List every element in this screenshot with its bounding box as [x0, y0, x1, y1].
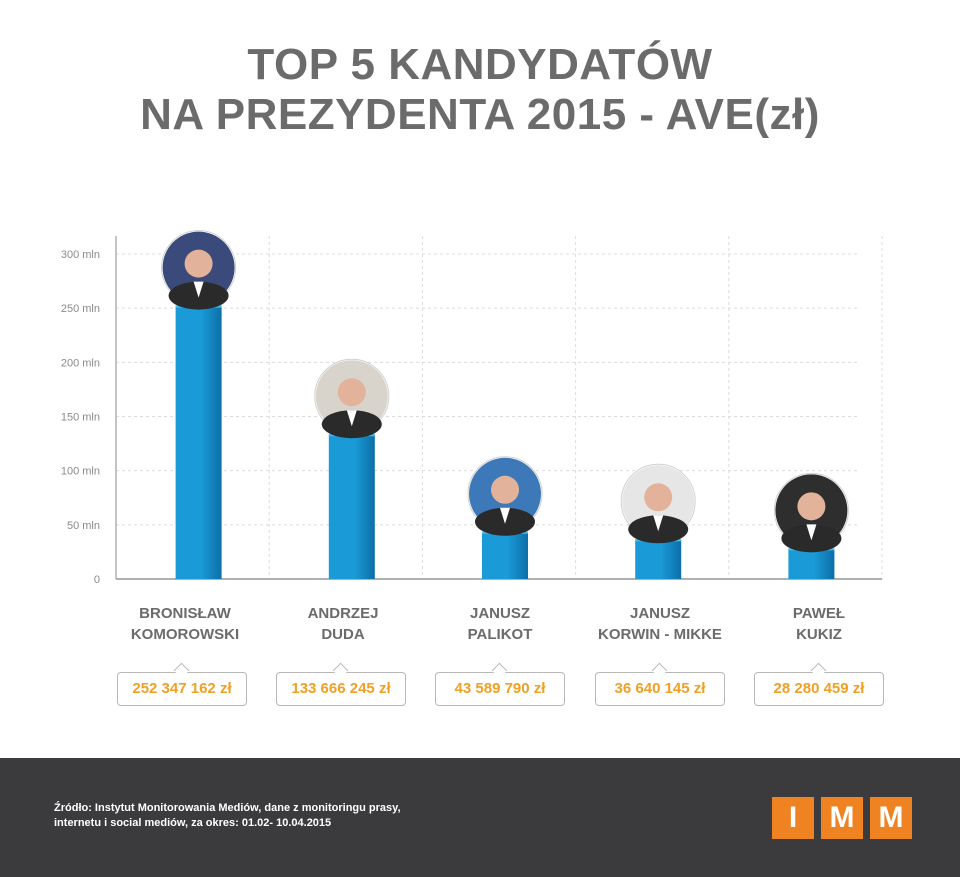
chart-title: TOP 5 KANDYDATÓW NA PREZYDENTA 2015 - AV… — [0, 40, 960, 140]
value-label: 252 347 162 zł — [117, 662, 247, 706]
portrait-face — [797, 492, 826, 521]
y-tick-label: 100 mln — [61, 466, 100, 478]
portrait-face — [644, 483, 673, 512]
y-tick-label: 300 mln — [61, 249, 100, 261]
logo-letter: M — [821, 797, 863, 839]
name-line-1: PAWEŁ — [792, 605, 846, 622]
name-label: JANUSZ KORWIN - MIKKE — [580, 603, 740, 645]
portrait-face — [491, 475, 519, 504]
value-label: 28 280 459 zł — [754, 662, 884, 706]
value-text: 28 280 459 zł — [773, 680, 865, 697]
value-label: 133 666 245 zł — [276, 662, 406, 706]
y-tick-label: 50 mln — [67, 520, 100, 532]
footer: Źródło: Instytut Monitorowania Mediów, d… — [0, 758, 960, 877]
name-line-2: DUDA — [321, 626, 365, 643]
value-text: 43 589 790 zł — [454, 680, 546, 697]
bar-chart: 0 50 mln 100 mln 150 mln 200 mln 250 mln 300 m… — [61, 230, 883, 586]
portrait-shirt — [346, 410, 357, 427]
name-line-2: KORWIN - MIKKE — [598, 626, 722, 643]
bar — [175, 305, 222, 579]
name-label: ANDRZEJ DUDA — [263, 603, 423, 645]
bar — [788, 548, 835, 579]
name-line-1: JANUSZ — [469, 605, 530, 622]
portrait-face — [337, 378, 366, 407]
y-tick-label: 250 mln — [61, 303, 100, 315]
source-line-2: internetu i social mediów, za okres: 01.… — [54, 817, 332, 829]
name-line-2: PALIKOT — [467, 626, 533, 643]
title-line-1: TOP 5 KANDYDATÓW — [247, 40, 713, 89]
name-label: PAWEŁ KUKIZ — [739, 603, 899, 645]
value-text: 133 666 245 zł — [291, 680, 391, 697]
name-label: JANUSZ PALIKOT — [420, 603, 580, 645]
logo-letter: I — [772, 797, 814, 839]
name-line-2: KUKIZ — [796, 626, 842, 643]
y-tick-label: 150 mln — [61, 412, 100, 424]
name-line-1: JANUSZ — [629, 605, 690, 622]
bar — [482, 531, 528, 579]
value-text: 36 640 145 zł — [614, 680, 706, 697]
value-label: 43 589 790 zł — [435, 662, 565, 706]
bar — [328, 434, 375, 579]
y-tick-label: 200 mln — [61, 357, 100, 369]
name-label: BRONISŁAW KOMOROWSKI — [105, 603, 265, 645]
portrait-shirt — [500, 507, 510, 524]
source-note: Źródło: Instytut Monitorowania Mediów, d… — [54, 801, 401, 831]
source-line-1: Źródło: Instytut Monitorowania Mediów, d… — [54, 802, 401, 814]
bar — [635, 539, 682, 579]
name-line-2: KOMOROWSKI — [130, 626, 240, 643]
portrait-face — [184, 249, 213, 278]
name-line-1: BRONISŁAW — [139, 605, 231, 622]
logo-letter: M — [870, 797, 912, 839]
title-line-2: NA PREZYDENTA 2015 - AVE(zł) — [140, 90, 820, 139]
portrait-shirt — [193, 281, 204, 298]
portrait-shirt — [653, 515, 664, 532]
name-line-1: ANDRZEJ — [307, 605, 379, 622]
y-tick-label: 0 — [94, 574, 100, 586]
portrait-shirt — [806, 524, 817, 541]
value-label: 36 640 145 zł — [595, 662, 725, 706]
value-text: 252 347 162 zł — [132, 680, 232, 697]
